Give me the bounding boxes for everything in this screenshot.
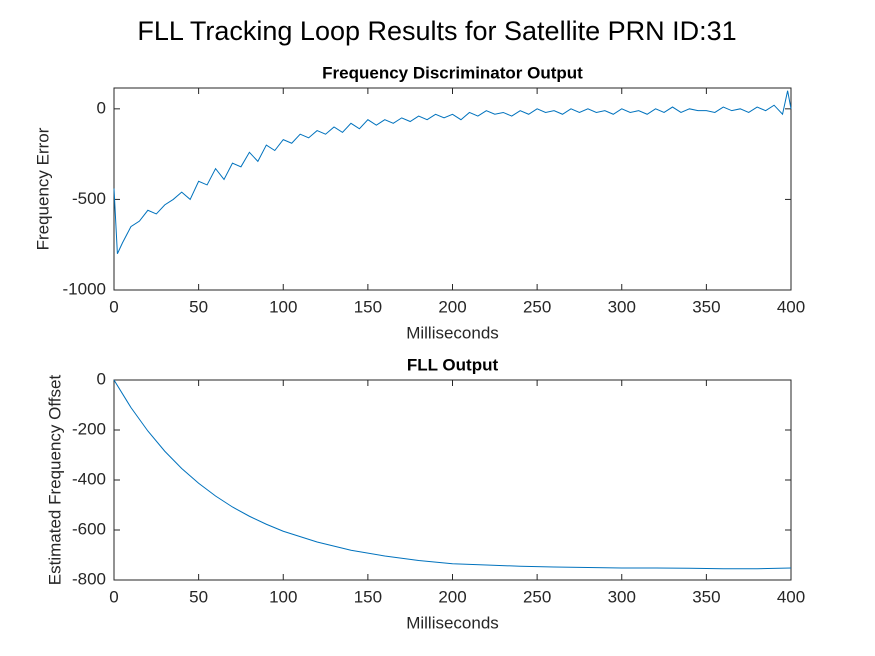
x-tick-label: 400 (777, 297, 805, 316)
x-tick-label: 250 (523, 297, 551, 316)
data-line (113, 90, 792, 254)
x-tick-label: 200 (438, 587, 466, 606)
x-tick-label: 0 (109, 587, 118, 606)
y-tick-label: 0 (97, 98, 106, 117)
y-tick-label: 0 (97, 369, 106, 388)
data-line (113, 379, 792, 570)
axes-title: FLL Output (407, 355, 499, 374)
x-tick-label: 100 (269, 587, 297, 606)
x-tick-label: 100 (269, 297, 297, 316)
x-tick-label: 300 (608, 587, 636, 606)
x-tick-label: 150 (354, 587, 382, 606)
x-tick-label: 400 (777, 587, 805, 606)
axes-box (113, 87, 792, 291)
x-tick-label: 0 (109, 297, 118, 316)
y-axis-label: Frequency Error (33, 127, 52, 250)
y-tick-label: -500 (72, 189, 106, 208)
x-tick-label: 250 (523, 587, 551, 606)
axes-title: Frequency Discriminator Output (322, 63, 583, 82)
x-tick-label: 200 (438, 297, 466, 316)
y-axis-label: Estimated Frequency Offset (45, 375, 64, 586)
x-tick-label: 50 (189, 587, 208, 606)
figure-title: FLL Tracking Loop Results for Satellite … (137, 16, 736, 46)
x-tick-label: 350 (692, 297, 720, 316)
x-tick-label: 300 (608, 297, 636, 316)
y-tick-label: -200 (72, 419, 106, 438)
x-axis-label: Milliseconds (406, 323, 499, 342)
x-axis-label: Milliseconds (406, 613, 499, 632)
y-tick-label: -800 (72, 569, 106, 588)
x-tick-label: 150 (354, 297, 382, 316)
y-tick-label: -400 (72, 469, 106, 488)
axes-box (113, 379, 792, 581)
x-tick-label: 50 (189, 297, 208, 316)
y-tick-label: -1000 (63, 279, 106, 298)
y-tick-label: -600 (72, 519, 106, 538)
x-tick-label: 350 (692, 587, 720, 606)
